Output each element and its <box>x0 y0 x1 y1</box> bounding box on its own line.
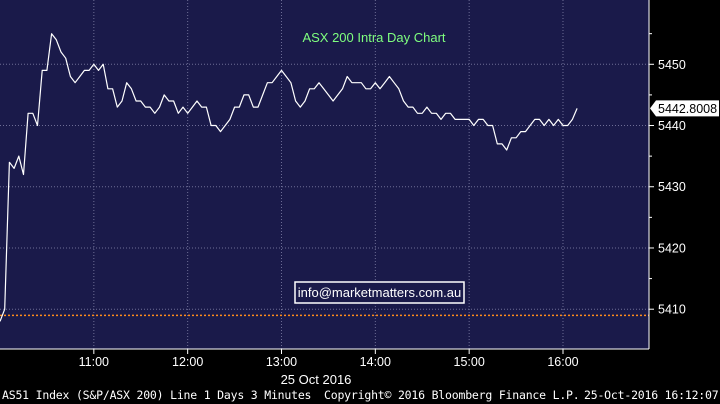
price-series <box>0 33 578 322</box>
y-tick-label: 5430 <box>658 180 686 194</box>
footer-timestamp: 25-Oct-2016 16:12:07 <box>584 388 719 402</box>
y-axis: 5410 5420 5430 5440 5450 <box>649 33 686 317</box>
last-price-marker: 5442.8008 <box>650 100 719 117</box>
footer-security: AS51 Index (S&P/ASX 200) Line 1 Days 3 M… <box>2 388 312 402</box>
watermark-box: info@marketmatters.com.au <box>294 281 465 304</box>
watermark-text: info@marketmatters.com.au <box>298 285 461 300</box>
x-tick-label: 15:00 <box>454 355 485 369</box>
y-tick-label: 5440 <box>658 119 686 133</box>
x-tick-label: 13:00 <box>266 355 297 369</box>
chart-title: ASX 200 Intra Day Chart <box>302 30 445 45</box>
x-tick-label: 12:00 <box>172 355 203 369</box>
y-tick-label: 5450 <box>658 58 686 72</box>
x-tick-label: 14:00 <box>360 355 391 369</box>
y-tick-label: 5420 <box>658 241 686 255</box>
x-axis: 11:00 12:00 13:00 14:00 15:00 16:00 <box>79 349 579 369</box>
last-price-tag <box>650 100 719 117</box>
y-tick-label: 5410 <box>658 303 686 317</box>
date-label: 25 Oct 2016 <box>281 372 352 387</box>
price-line <box>0 33 578 322</box>
x-tick-label: 16:00 <box>547 355 578 369</box>
gridlines <box>0 0 649 349</box>
footer-copyright: Copyright© 2016 Bloomberg Finance L.P. <box>324 388 580 402</box>
y-axis-panel <box>649 0 720 349</box>
x-tick-label: 11:00 <box>79 355 109 369</box>
last-price-label: 5442.8008 <box>658 102 717 116</box>
